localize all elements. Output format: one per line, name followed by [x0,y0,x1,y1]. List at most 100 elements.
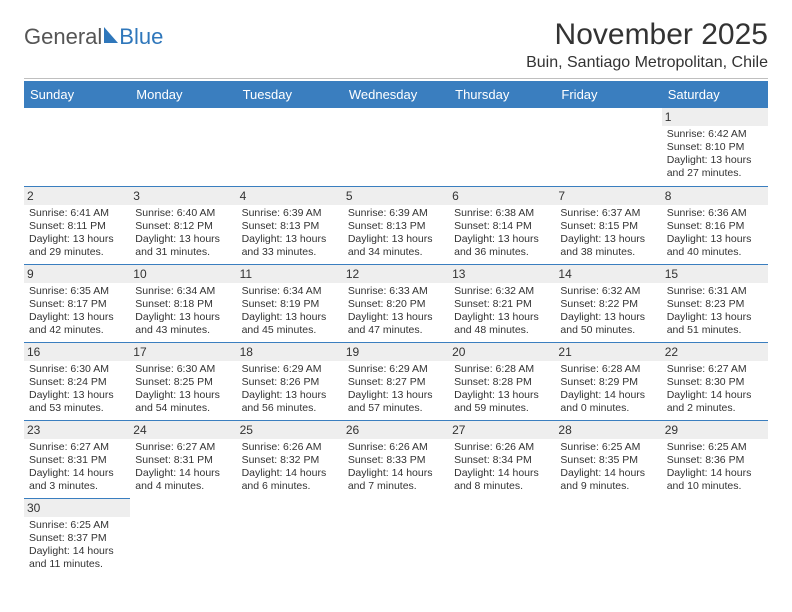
day-number: 11 [237,265,343,283]
month-title: November 2025 [526,18,768,52]
day-info: Sunrise: 6:26 AMSunset: 8:33 PMDaylight:… [348,441,444,494]
day-info: Sunrise: 6:27 AMSunset: 8:31 PMDaylight:… [135,441,231,494]
weekday-header: Monday [130,81,236,108]
calendar-day-cell: 14Sunrise: 6:32 AMSunset: 8:22 PMDayligh… [555,264,661,342]
day-number: 13 [449,265,555,283]
day-info-line: Sunrise: 6:25 AM [667,441,763,454]
day-number: 9 [24,265,130,283]
weekday-header: Tuesday [237,81,343,108]
day-info-line: Sunrise: 6:31 AM [667,285,763,298]
day-info-line: Sunset: 8:11 PM [29,220,125,233]
day-info: Sunrise: 6:41 AMSunset: 8:11 PMDaylight:… [29,207,125,260]
day-info-line: and 8 minutes. [454,480,550,493]
day-info-line: Sunrise: 6:40 AM [135,207,231,220]
day-info: Sunrise: 6:26 AMSunset: 8:34 PMDaylight:… [454,441,550,494]
day-info-line: Daylight: 13 hours [454,233,550,246]
day-info-line: Sunrise: 6:32 AM [454,285,550,298]
day-info-line: Daylight: 13 hours [348,233,444,246]
day-info-line: and 11 minutes. [29,558,125,571]
day-info-line: Daylight: 13 hours [667,154,763,167]
weekday-header: Saturday [662,81,768,108]
day-info-line: Sunset: 8:35 PM [560,454,656,467]
day-info: Sunrise: 6:26 AMSunset: 8:32 PMDaylight:… [242,441,338,494]
day-info: Sunrise: 6:34 AMSunset: 8:18 PMDaylight:… [135,285,231,338]
weekday-header: Sunday [24,81,130,108]
day-info-line: Sunset: 8:17 PM [29,298,125,311]
day-info: Sunrise: 6:31 AMSunset: 8:23 PMDaylight:… [667,285,763,338]
day-info-line: and 29 minutes. [29,246,125,259]
day-info: Sunrise: 6:28 AMSunset: 8:28 PMDaylight:… [454,363,550,416]
day-info-line: and 36 minutes. [454,246,550,259]
calendar-day-cell: 15Sunrise: 6:31 AMSunset: 8:23 PMDayligh… [662,264,768,342]
calendar-day-cell: 22Sunrise: 6:27 AMSunset: 8:30 PMDayligh… [662,342,768,420]
day-info-line: Sunrise: 6:34 AM [242,285,338,298]
day-info-line: and 43 minutes. [135,324,231,337]
day-info-line: Daylight: 14 hours [242,467,338,480]
day-number: 6 [449,187,555,205]
header-rule [24,78,768,79]
day-info-line: Daylight: 14 hours [560,467,656,480]
day-info-line: and 40 minutes. [667,246,763,259]
day-number: 14 [555,265,661,283]
calendar-day-cell: 17Sunrise: 6:30 AMSunset: 8:25 PMDayligh… [130,342,236,420]
day-info-line: Sunset: 8:21 PM [454,298,550,311]
day-info-line: Sunset: 8:33 PM [348,454,444,467]
day-info-line: Daylight: 13 hours [454,389,550,402]
day-info-line: Sunrise: 6:29 AM [242,363,338,376]
day-number: 2 [24,187,130,205]
calendar-day-cell: 19Sunrise: 6:29 AMSunset: 8:27 PMDayligh… [343,342,449,420]
calendar-day-cell: 28Sunrise: 6:25 AMSunset: 8:35 PMDayligh… [555,420,661,498]
day-number: 10 [130,265,236,283]
calendar-day-cell [449,108,555,186]
calendar-day-cell [130,498,236,576]
day-info-line: Sunset: 8:24 PM [29,376,125,389]
day-info-line: Daylight: 14 hours [135,467,231,480]
day-number: 17 [130,343,236,361]
day-info-line: Daylight: 13 hours [242,389,338,402]
calendar-day-cell: 25Sunrise: 6:26 AMSunset: 8:32 PMDayligh… [237,420,343,498]
day-info-line: Sunset: 8:10 PM [667,141,763,154]
day-info-line: and 4 minutes. [135,480,231,493]
calendar-day-cell: 9Sunrise: 6:35 AMSunset: 8:17 PMDaylight… [24,264,130,342]
day-info-line: Sunset: 8:14 PM [454,220,550,233]
day-number: 24 [130,421,236,439]
day-info-line: Sunset: 8:34 PM [454,454,550,467]
calendar-day-cell [24,108,130,186]
day-info-line: and 59 minutes. [454,402,550,415]
day-number: 8 [662,187,768,205]
day-info-line: and 10 minutes. [667,480,763,493]
calendar-day-cell: 10 Sunrise: 6:34 AMSunset: 8:18 PMDayligh… [130,264,236,342]
day-info-line: and 56 minutes. [242,402,338,415]
day-info: Sunrise: 6:34 AMSunset: 8:19 PMDaylight:… [242,285,338,338]
day-info-line: Sunrise: 6:27 AM [667,363,763,376]
day-info-line: and 6 minutes. [242,480,338,493]
calendar-day-cell [343,108,449,186]
day-info-line: Daylight: 14 hours [667,389,763,402]
day-info: Sunrise: 6:28 AMSunset: 8:29 PMDaylight:… [560,363,656,416]
day-info-line: Daylight: 13 hours [348,311,444,324]
day-number: 4 [237,187,343,205]
day-info: Sunrise: 6:32 AMSunset: 8:21 PMDaylight:… [454,285,550,338]
weekday-header: Thursday [449,81,555,108]
day-info: Sunrise: 6:25 AMSunset: 8:36 PMDaylight:… [667,441,763,494]
calendar-day-cell: 18Sunrise: 6:29 AMSunset: 8:26 PMDayligh… [237,342,343,420]
day-info-line: and 38 minutes. [560,246,656,259]
day-info-line: Sunset: 8:36 PM [667,454,763,467]
day-info-line: and 54 minutes. [135,402,231,415]
day-info-line: Daylight: 13 hours [29,311,125,324]
day-number: 1 [662,108,768,126]
calendar-day-cell: 5Sunrise: 6:39 AMSunset: 8:13 PMDaylight… [343,186,449,264]
day-info: Sunrise: 6:42 AMSunset: 8:10 PMDaylight:… [667,128,763,181]
calendar-day-cell [555,498,661,576]
calendar-week-row: 23Sunrise: 6:27 AMSunset: 8:31 PMDayligh… [24,420,768,498]
calendar-day-cell [237,108,343,186]
day-info-line: Sunrise: 6:32 AM [560,285,656,298]
day-info-line: Sunrise: 6:42 AM [667,128,763,141]
day-info-line: and 33 minutes. [242,246,338,259]
day-info-line: Sunset: 8:27 PM [348,376,444,389]
calendar-day-cell: 24 Sunrise: 6:27 AMSunset: 8:31 PMDayligh… [130,420,236,498]
day-info: Sunrise: 6:29 AMSunset: 8:27 PMDaylight:… [348,363,444,416]
day-info-line: and 42 minutes. [29,324,125,337]
day-info-line: Daylight: 13 hours [29,233,125,246]
day-info-line: Sunset: 8:37 PM [29,532,125,545]
